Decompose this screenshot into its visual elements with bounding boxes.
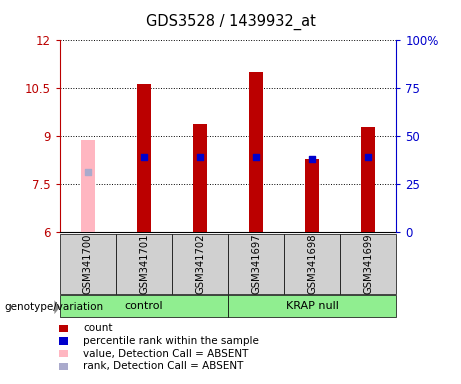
Bar [59, 337, 68, 345]
Bar [228, 295, 396, 317]
Text: control: control [125, 301, 163, 311]
Bar [228, 234, 284, 294]
Text: GSM341698: GSM341698 [307, 234, 317, 294]
Bar [249, 72, 263, 232]
Text: GDS3528 / 1439932_at: GDS3528 / 1439932_at [146, 13, 315, 30]
Text: GSM341697: GSM341697 [251, 234, 261, 294]
Text: value, Detection Call = ABSENT: value, Detection Call = ABSENT [83, 349, 248, 359]
Text: GSM341699: GSM341699 [363, 234, 373, 294]
Bar [284, 234, 340, 294]
Bar [305, 159, 319, 232]
Text: genotype/variation: genotype/variation [5, 302, 104, 312]
Text: GSM341702: GSM341702 [195, 234, 205, 294]
Text: percentile rank within the sample: percentile rank within the sample [83, 336, 259, 346]
Bar [59, 362, 68, 370]
Point [365, 154, 372, 160]
Bar [172, 234, 228, 294]
Bar [361, 127, 375, 232]
Text: rank, Detection Call = ABSENT: rank, Detection Call = ABSENT [83, 361, 243, 371]
Point [309, 156, 316, 162]
Point [196, 154, 204, 160]
Bar [193, 124, 207, 232]
Bar [340, 234, 396, 294]
Text: KRAP null: KRAP null [286, 301, 339, 311]
Text: count: count [83, 323, 112, 333]
Bar [59, 350, 68, 358]
Point [84, 169, 92, 175]
Bar [60, 295, 228, 317]
Text: GSM341701: GSM341701 [139, 234, 149, 294]
Bar [81, 139, 95, 232]
Bar [116, 234, 172, 294]
Point [140, 154, 148, 160]
Bar [59, 324, 68, 332]
Point [253, 154, 260, 160]
Polygon shape [54, 300, 60, 314]
Bar [60, 234, 116, 294]
Bar [137, 84, 151, 232]
Text: GSM341700: GSM341700 [83, 234, 93, 294]
